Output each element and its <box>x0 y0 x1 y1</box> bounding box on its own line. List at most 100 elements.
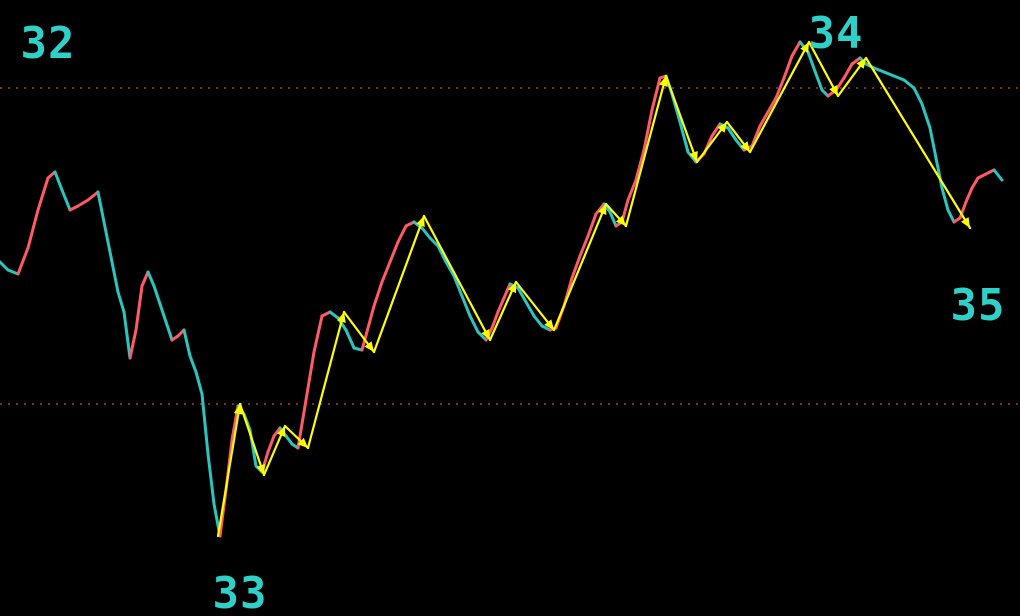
wave-segment-20 <box>864 56 972 230</box>
price-segment-16 <box>122 310 132 360</box>
wave-labels: 32 33 34 35 <box>21 8 1006 616</box>
price-segment-84 <box>594 202 606 216</box>
wave-arrow-1 <box>233 404 243 415</box>
price-segment-68 <box>476 330 488 342</box>
price-segment-123 <box>892 74 906 82</box>
price-segment-43 <box>284 434 294 446</box>
price-segment-106 <box>758 110 770 128</box>
price-segment-134 <box>970 176 980 190</box>
price-segment-117 <box>842 62 854 80</box>
price-segment-72 <box>502 282 512 300</box>
wave-arrow-9 <box>507 282 516 293</box>
price-segment-118 <box>850 56 862 66</box>
wave-segment-11 <box>552 202 608 332</box>
price-segment-108 <box>774 76 786 100</box>
price-segment-105 <box>750 124 762 148</box>
wave-segment-2 <box>238 402 266 477</box>
wave-label-34: 34 <box>809 8 864 59</box>
price-segment-124 <box>902 78 916 90</box>
price-segment-27 <box>188 354 198 374</box>
price-segment-129 <box>940 186 950 212</box>
wave-segment-1 <box>216 402 242 538</box>
price-segment-56 <box>380 260 392 284</box>
price-segment-30 <box>206 452 216 506</box>
wave-arrow-12 <box>615 215 626 226</box>
price-segment-102 <box>726 126 738 142</box>
price-segment-66 <box>460 294 472 318</box>
price-segment-74 <box>516 286 528 304</box>
price-segment-3 <box>16 246 30 276</box>
price-segment-2 <box>6 268 20 276</box>
wave-arrow-8 <box>481 329 490 340</box>
price-segment-70 <box>490 310 500 330</box>
wave-arrow-3 <box>276 426 286 437</box>
wave-segment-9 <box>488 280 518 342</box>
wave-label-33: 33 <box>213 568 268 616</box>
wave-arrow-7 <box>416 216 425 227</box>
price-segment-4 <box>26 208 40 250</box>
price-segment-54 <box>366 304 376 330</box>
wave-arrow-14 <box>689 151 698 162</box>
price-segment-121 <box>872 66 886 74</box>
wave-arrow-18 <box>829 85 838 96</box>
price-segment-41 <box>272 426 282 438</box>
price-segment-91 <box>642 108 654 152</box>
price-segment-65 <box>452 274 464 298</box>
price-segment-96 <box>678 120 690 154</box>
price-segment-5 <box>36 176 50 212</box>
price-segment-83 <box>586 212 598 238</box>
wave-arrow-markers <box>233 42 970 475</box>
price-segment-22 <box>158 302 168 324</box>
price-segment-12 <box>96 190 108 234</box>
price-segment-86 <box>608 210 618 228</box>
wave-label-35: 35 <box>951 280 1006 331</box>
price-segment-26 <box>182 328 192 358</box>
price-segment-11 <box>86 190 100 202</box>
price-segment-82 <box>578 234 590 258</box>
price-segment-71 <box>496 296 506 314</box>
price-segment-47 <box>312 314 324 354</box>
price-segment-109 <box>782 54 794 80</box>
price-segment-58 <box>396 224 408 244</box>
wave-arrow-11 <box>598 204 607 215</box>
wave-segment-13 <box>624 74 668 228</box>
price-segment-122 <box>882 70 896 78</box>
price-segment-110 <box>790 40 802 58</box>
price-segment-103 <box>734 138 746 152</box>
price-segment-127 <box>928 126 938 160</box>
price-segment-92 <box>650 76 662 112</box>
price-segment-8 <box>60 188 72 212</box>
price-segment-62 <box>428 236 440 248</box>
wave-arrow-2 <box>256 464 266 475</box>
price-segment-7 <box>53 170 64 192</box>
price-segment-126 <box>920 102 932 130</box>
wave-segment-5 <box>306 310 346 450</box>
price-segment-57 <box>388 240 400 264</box>
price-segment-10 <box>76 198 90 208</box>
price-segment-23 <box>164 320 174 342</box>
wave-arrow-4 <box>297 437 308 448</box>
price-segment-107 <box>766 96 778 114</box>
price-segment-100 <box>710 122 722 138</box>
price-segment-55 <box>372 280 384 308</box>
price-segment-14 <box>110 260 120 294</box>
grid-layer <box>0 87 1020 405</box>
wave-arrow-20 <box>960 217 970 228</box>
wave-arrow-13 <box>659 76 668 87</box>
price-segment-18 <box>134 284 144 332</box>
wave-arrow-16 <box>740 141 750 152</box>
price-segment-64 <box>444 260 456 278</box>
price-segment-90 <box>634 148 646 182</box>
wave-arrow-19 <box>856 58 866 69</box>
wave-segment-18 <box>807 40 840 98</box>
price-segment-1 <box>0 260 10 272</box>
price-segment-19 <box>140 270 150 288</box>
price-segment-46 <box>304 350 316 402</box>
price-line <box>0 40 1004 538</box>
wave-segment-8 <box>422 214 492 342</box>
price-segment-29 <box>200 392 210 456</box>
wave-arrow-5 <box>337 312 346 323</box>
price-segment-137 <box>992 168 1004 182</box>
price-segment-21 <box>152 284 162 306</box>
